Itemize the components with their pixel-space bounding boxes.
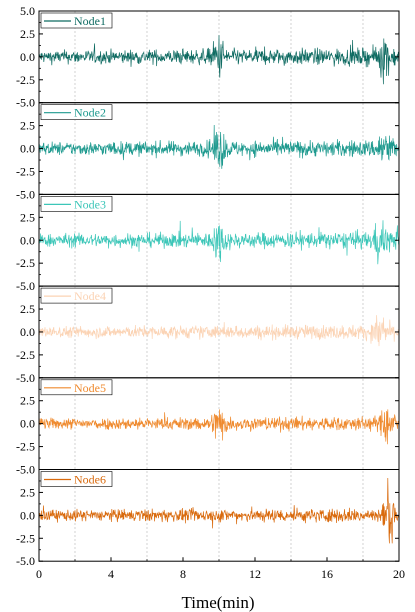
legend-label: Node4 [74, 289, 106, 303]
x-tick-label: 0 [36, 567, 42, 581]
series-line-node2 [38, 124, 400, 169]
series-line-node5 [38, 409, 400, 445]
y-tick-label: -5.0 [16, 96, 35, 110]
y-tick-label: 2.5 [20, 394, 35, 408]
x-tick-label: 8 [180, 567, 186, 581]
y-tick-label: 2.5 [20, 210, 35, 224]
y-tick-label: -2.5 [16, 348, 35, 362]
y-tick-label: 0.0 [20, 325, 35, 339]
y-tick-label: 0.0 [20, 50, 35, 64]
y-tick-label: 0.0 [20, 417, 35, 431]
legend-box [40, 196, 113, 212]
legend-box [40, 471, 113, 487]
legend-box [40, 104, 113, 120]
x-axis-title: Time(min) [181, 593, 254, 612]
y-tick-label: -5.0 [16, 554, 35, 568]
legend-label: Node2 [74, 106, 106, 120]
legend-label: Node3 [74, 197, 106, 211]
series-line-node4 [38, 315, 400, 347]
y-tick-label: 2.5 [20, 119, 35, 133]
y-tick-label: 2.5 [20, 485, 35, 499]
x-tick-label: 4 [108, 567, 114, 581]
legend-box [40, 12, 113, 29]
y-tick-label: 2.5 [20, 302, 35, 316]
y-tick-label: -2.5 [16, 256, 35, 270]
legend-label: Node6 [74, 473, 106, 487]
y-tick-label: -2.5 [16, 164, 35, 178]
y-tick-label: 2.5 [20, 27, 35, 41]
x-tick-label: 20 [393, 567, 405, 581]
y-tick-label: -5.0 [16, 187, 35, 201]
y-tick-label: 0.0 [20, 508, 35, 522]
series-line-node6 [38, 478, 400, 544]
y-tick-label: -5.0 [16, 371, 35, 385]
legend-label: Node5 [74, 381, 106, 395]
y-tick-label: -2.5 [16, 440, 35, 454]
y-tick-label: 0.0 [20, 233, 35, 247]
y-tick-label: -5.0 [16, 279, 35, 293]
series-line-node3 [38, 220, 400, 265]
y-tick-label: -2.5 [16, 531, 35, 545]
y-tick-label: 0.0 [20, 142, 35, 156]
series-line-node1 [38, 35, 400, 85]
y-tick-label: -5.0 [16, 463, 35, 477]
legend-box [40, 379, 113, 396]
legend-box [40, 287, 113, 304]
x-tick-label: 12 [249, 567, 261, 581]
y-tick-label: 5.0 [20, 4, 35, 18]
y-tick-label: -2.5 [16, 73, 35, 87]
legend-label: Node1 [74, 14, 106, 28]
x-tick-label: 16 [321, 567, 333, 581]
